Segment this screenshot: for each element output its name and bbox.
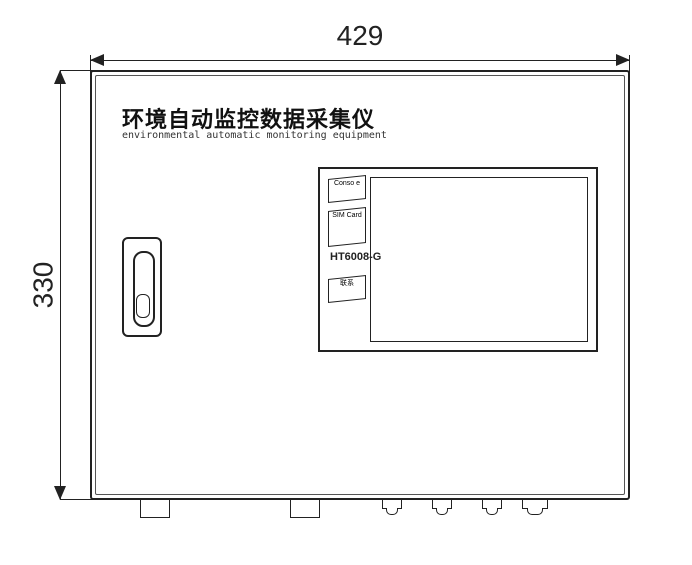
cable-gland — [380, 500, 402, 516]
dim-width-label: 429 — [337, 20, 384, 52]
dim-line — [90, 60, 630, 61]
device-enclosure: 环境自动监控数据采集仪 environmental automatic moni… — [90, 70, 630, 500]
dim-arrow — [90, 54, 104, 66]
dim-line — [60, 70, 61, 500]
dim-arrow — [54, 486, 66, 500]
dim-arrow — [616, 54, 630, 66]
slot-contact: 联系 — [328, 275, 366, 303]
cable-gland — [520, 500, 542, 516]
mount-bracket — [140, 500, 170, 518]
dimension-height: 330 — [25, 70, 65, 500]
bottom-connectors — [90, 500, 630, 540]
cable-gland — [480, 500, 502, 516]
dim-arrow — [54, 70, 66, 84]
slot-sim: SIM Card — [328, 207, 366, 247]
device-title-en: environmental automatic monitoring equip… — [122, 130, 387, 141]
display-panel: Conso e SIM Card HT6008-G 联系 — [318, 167, 598, 352]
mount-bracket — [290, 500, 320, 518]
dim-height-label: 330 — [27, 262, 59, 309]
cable-gland — [430, 500, 452, 516]
lcd-screen — [370, 177, 588, 342]
door-latch — [122, 237, 162, 337]
dimension-width: 429 — [90, 20, 630, 60]
slot-console: Conso e — [328, 175, 366, 203]
